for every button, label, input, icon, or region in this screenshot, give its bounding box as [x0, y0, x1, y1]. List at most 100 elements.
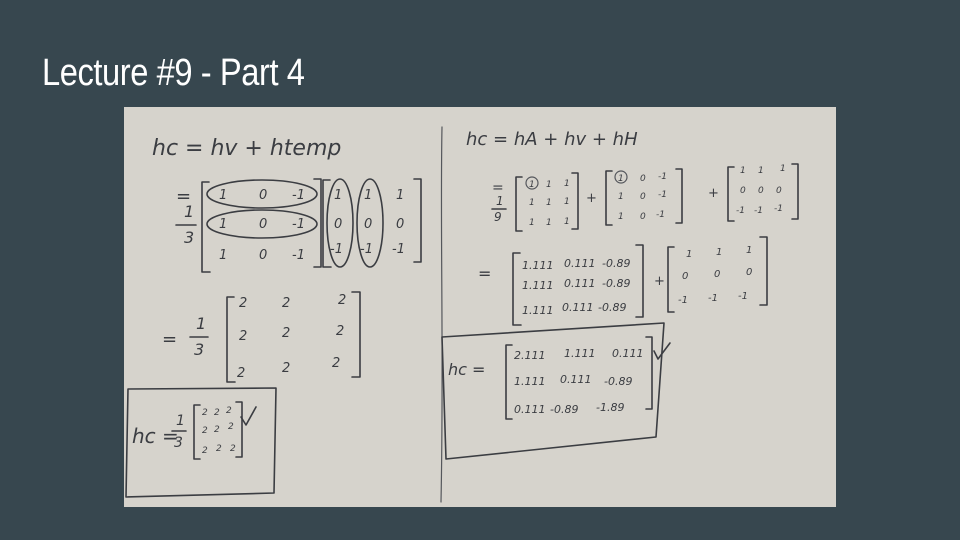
svg-text:-0.89: -0.89 — [604, 375, 632, 388]
svg-text:-0.89: -0.89 — [602, 277, 630, 290]
svg-text:0.111: 0.111 — [514, 403, 546, 416]
svg-text:-1: -1 — [292, 248, 305, 263]
svg-text:2: 2 — [228, 422, 234, 432]
right-boxed-matrix: 2.111 1.111 0.111 1.111 0.111 -0.89 0.11… — [514, 347, 644, 416]
svg-text:2: 2 — [332, 356, 340, 371]
svg-text:0: 0 — [776, 186, 782, 196]
svg-text:0: 0 — [740, 186, 746, 196]
svg-text:0.111: 0.111 — [560, 373, 592, 386]
svg-text:1: 1 — [780, 164, 786, 174]
svg-text:-1: -1 — [678, 295, 688, 306]
left-check-mark — [240, 406, 257, 426]
svg-text:1: 1 — [529, 180, 535, 190]
svg-text:-1: -1 — [292, 188, 305, 203]
svg-text:1: 1 — [176, 413, 185, 429]
svg-text:+: + — [654, 274, 665, 289]
svg-text:-1: -1 — [736, 206, 745, 216]
svg-text:1: 1 — [746, 245, 752, 256]
svg-text:1: 1 — [546, 218, 552, 228]
svg-text:2: 2 — [338, 293, 346, 308]
right-sum-matrix: 1.111 0.111 -0.89 1.111 0.111 -0.89 1.11… — [522, 257, 630, 317]
svg-text:2: 2 — [230, 444, 236, 454]
svg-text:=: = — [478, 264, 491, 283]
svg-text:1.111: 1.111 — [522, 304, 554, 317]
left-answer-box — [125, 387, 277, 498]
svg-text:1.111: 1.111 — [564, 347, 596, 360]
svg-text:-1: -1 — [330, 242, 343, 257]
right-matrix-h: 1 1 1 0 0 0 -1 -1 -1 — [736, 164, 786, 216]
svg-text:1: 1 — [618, 192, 624, 202]
svg-text:2: 2 — [282, 326, 290, 341]
svg-text:2: 2 — [336, 324, 344, 339]
right-eq1: hc = hA + hv + hH — [466, 129, 638, 150]
whiteboard-photo: hc = hv + htemp = 1 3 1 0 -1 1 0 -1 1 0 … — [124, 107, 836, 507]
whiteboard-drawing: hc = hv + htemp = 1 3 1 0 -1 1 0 -1 1 0 … — [125, 126, 799, 503]
svg-text:2: 2 — [202, 446, 208, 456]
svg-text:2: 2 — [237, 366, 245, 381]
svg-text:1: 1 — [564, 179, 570, 189]
board-divider — [440, 126, 443, 503]
svg-text:9: 9 — [494, 210, 502, 224]
svg-text:2: 2 — [226, 406, 232, 416]
svg-text:3: 3 — [194, 340, 204, 359]
svg-text:1: 1 — [758, 166, 764, 176]
svg-text:+: + — [708, 186, 719, 201]
svg-text:0: 0 — [746, 267, 752, 278]
svg-text:-0.89: -0.89 — [550, 403, 578, 416]
svg-text:=: = — [492, 180, 504, 196]
svg-text:-1: -1 — [292, 217, 305, 232]
svg-text:0.111: 0.111 — [564, 257, 596, 270]
left-matrix-2: 1 1 1 0 0 0 -1 -1 -1 — [330, 188, 405, 257]
svg-text:=: = — [162, 329, 177, 350]
svg-text:0: 0 — [259, 188, 267, 203]
svg-text:1: 1 — [529, 198, 535, 208]
svg-text:1.111: 1.111 — [514, 375, 546, 388]
svg-text:2: 2 — [216, 444, 222, 454]
svg-text:0.111: 0.111 — [612, 347, 644, 360]
right-answer-box — [441, 322, 665, 460]
svg-text:0: 0 — [259, 248, 267, 263]
svg-text:1: 1 — [219, 217, 227, 232]
svg-text:0: 0 — [714, 269, 720, 280]
svg-text:-1: -1 — [754, 206, 763, 216]
right-matrix-v: 1 0 -1 1 0 -1 1 0 -1 — [618, 172, 667, 222]
svg-text:2: 2 — [202, 426, 208, 436]
svg-text:0.111: 0.111 — [564, 277, 596, 290]
svg-text:1: 1 — [546, 180, 552, 190]
right-check-mark — [653, 342, 671, 360]
svg-text:0.111: 0.111 — [562, 301, 594, 314]
svg-text:1: 1 — [196, 314, 206, 333]
svg-text:0: 0 — [259, 217, 267, 232]
right-matrix-a: 1 1 1 1 1 1 1 1 1 — [529, 179, 570, 228]
svg-text:2: 2 — [282, 296, 290, 311]
svg-text:1.111: 1.111 — [522, 259, 554, 272]
svg-text:2: 2 — [239, 329, 247, 344]
svg-text:0: 0 — [640, 192, 646, 202]
left-eq1: hc = hv + htemp — [152, 136, 341, 161]
svg-text:1: 1 — [334, 188, 342, 203]
svg-text:2: 2 — [214, 408, 220, 418]
svg-text:3: 3 — [174, 435, 183, 451]
svg-text:2: 2 — [214, 425, 220, 435]
left-frac-num: 1 — [184, 202, 194, 221]
svg-text:0: 0 — [334, 217, 342, 232]
svg-text:-1: -1 — [708, 293, 718, 304]
svg-text:1: 1 — [564, 197, 570, 207]
svg-text:-1: -1 — [774, 204, 783, 214]
svg-text:=: = — [176, 186, 191, 207]
svg-text:-1: -1 — [392, 242, 405, 257]
svg-text:0: 0 — [396, 217, 404, 232]
svg-text:1: 1 — [716, 247, 722, 258]
right-plus-matrix: 1 1 1 0 0 0 -1 -1 -1 — [678, 245, 752, 306]
svg-text:2.111: 2.111 — [514, 349, 546, 362]
svg-text:0: 0 — [682, 271, 688, 282]
left-frac-den: 3 — [184, 228, 194, 247]
svg-text:1: 1 — [496, 194, 504, 208]
left-boxed-matrix: 2 2 2 2 2 2 2 2 2 — [202, 406, 236, 456]
right-boxed-label: hc = — [448, 360, 485, 379]
svg-text:1: 1 — [618, 212, 624, 222]
slide-title: Lecture #9 - Part 4 — [42, 52, 305, 94]
svg-text:2: 2 — [202, 408, 208, 418]
svg-text:0: 0 — [640, 174, 646, 184]
left-boxed-label: hc = — [132, 424, 179, 448]
